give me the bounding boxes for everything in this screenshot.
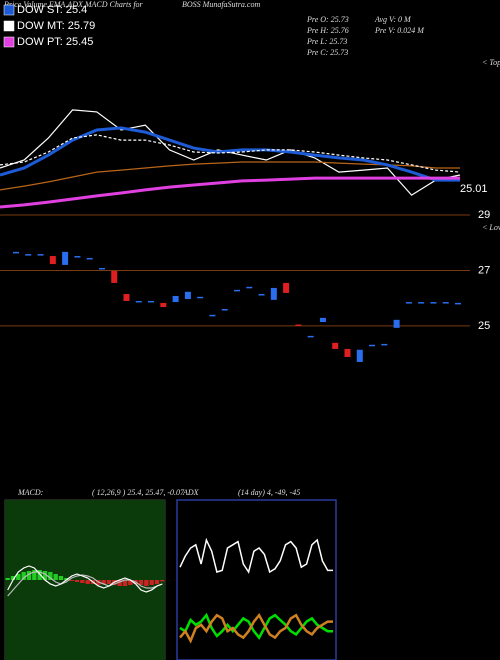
histogram-bar <box>101 580 106 584</box>
candle-body <box>74 256 81 258</box>
candle-body <box>430 302 437 304</box>
histogram-bar <box>42 571 48 580</box>
histogram-bar <box>32 570 37 580</box>
histogram-bar <box>122 580 128 586</box>
histogram-bar <box>21 572 26 580</box>
candle-body <box>209 314 216 317</box>
histogram-bar <box>74 580 80 582</box>
legend-swatch <box>3 36 15 48</box>
histogram-bar <box>160 580 165 582</box>
legend-label: DOW PT: 25.45 <box>17 36 93 48</box>
candle-body <box>270 287 277 300</box>
histogram-bar <box>149 580 154 585</box>
line <box>179 612 333 644</box>
info: Pre O: 25.73 <box>306 15 349 24</box>
candle-body <box>13 251 19 254</box>
candle-body <box>148 300 155 303</box>
candle-body <box>234 289 240 292</box>
page-title: Price,Volume,EMA,ADX,MACD Charts for <box>3 0 144 9</box>
line <box>0 176 460 209</box>
panel-title: ADX <box>182 488 200 497</box>
site-name: BOSS MunafaSutra.com <box>182 0 260 9</box>
histogram-bar <box>154 580 160 584</box>
info: Pre V: 0.024 M <box>374 26 425 35</box>
candle-body <box>62 251 69 265</box>
histogram-bar <box>117 580 122 586</box>
candle-body <box>172 295 179 303</box>
candle-body <box>283 282 290 293</box>
candle-body <box>332 342 339 349</box>
histogram-bar <box>69 580 74 581</box>
candle-body <box>86 257 93 260</box>
candle-body <box>295 324 302 327</box>
candle-body <box>405 302 412 304</box>
legend-label: DOW ST: 25.4 <box>17 4 87 16</box>
histogram-bar <box>5 578 10 580</box>
candle-body <box>123 294 130 301</box>
info: Avg V: 0 M <box>374 15 412 24</box>
macd-background <box>5 500 165 660</box>
panel-subtitle: ( 12,26,9 ) 25.4, 25.47, -0.07 <box>92 488 185 497</box>
info: Pre L: 25.73 <box>306 37 347 46</box>
y-tick-label: 25 <box>478 320 490 332</box>
legend-swatch <box>3 4 15 16</box>
histogram-bar <box>26 571 32 580</box>
histogram-bar <box>16 574 21 580</box>
candle-body <box>98 267 105 270</box>
annotation: < Lows <box>482 223 500 232</box>
line <box>0 126 460 182</box>
candle-body <box>49 256 56 265</box>
candle-body <box>258 294 265 296</box>
histogram-bar <box>48 572 53 580</box>
info: Pre C: 25.73 <box>306 48 348 57</box>
candle-body <box>135 300 142 303</box>
panel-title: MACD: <box>17 488 44 497</box>
line <box>0 134 461 173</box>
candle-body <box>184 291 191 300</box>
candle-body <box>442 302 449 304</box>
y-tick-label: 27 <box>478 264 490 276</box>
candle-body <box>381 343 388 346</box>
legend-swatch <box>3 20 15 32</box>
line <box>0 109 461 196</box>
histogram-bar <box>53 574 58 580</box>
histogram-bar <box>85 580 90 584</box>
candle-body <box>418 302 425 304</box>
candle-body <box>221 308 228 311</box>
candle-body <box>319 317 326 323</box>
y-tick-label: 25.01 <box>460 183 488 195</box>
annotation: < Tops <box>482 58 500 67</box>
candle-body <box>455 302 461 305</box>
histogram-bar <box>10 576 16 580</box>
candle-body <box>37 254 44 256</box>
histogram-bar <box>37 570 42 580</box>
histogram-bar <box>80 580 85 583</box>
line <box>7 565 163 593</box>
line <box>7 571 163 597</box>
legend-label: DOW MT: 25.79 <box>17 20 95 32</box>
candle-body <box>344 348 351 357</box>
histogram-bar <box>128 580 133 585</box>
histogram-bar <box>106 580 112 584</box>
candle-body <box>356 349 363 362</box>
candle-body <box>369 344 376 347</box>
histogram-bar <box>144 580 149 586</box>
histogram-bar <box>64 578 69 580</box>
histogram-bar <box>138 580 144 585</box>
y-tick-label: 29 <box>478 209 490 221</box>
candle-body <box>25 254 32 256</box>
candle-body <box>160 302 167 308</box>
candle-body <box>393 319 400 328</box>
candle-body <box>307 335 314 338</box>
candle-body <box>246 286 253 289</box>
panel-subtitle: (14 day) 4, -49, -45 <box>238 488 300 497</box>
info: Pre H: 25.76 <box>306 26 349 35</box>
histogram-bar <box>58 576 64 580</box>
adx-border <box>176 499 337 660</box>
line <box>179 537 333 574</box>
candle-body <box>111 271 118 283</box>
line <box>179 612 333 640</box>
candle-body <box>197 296 204 299</box>
